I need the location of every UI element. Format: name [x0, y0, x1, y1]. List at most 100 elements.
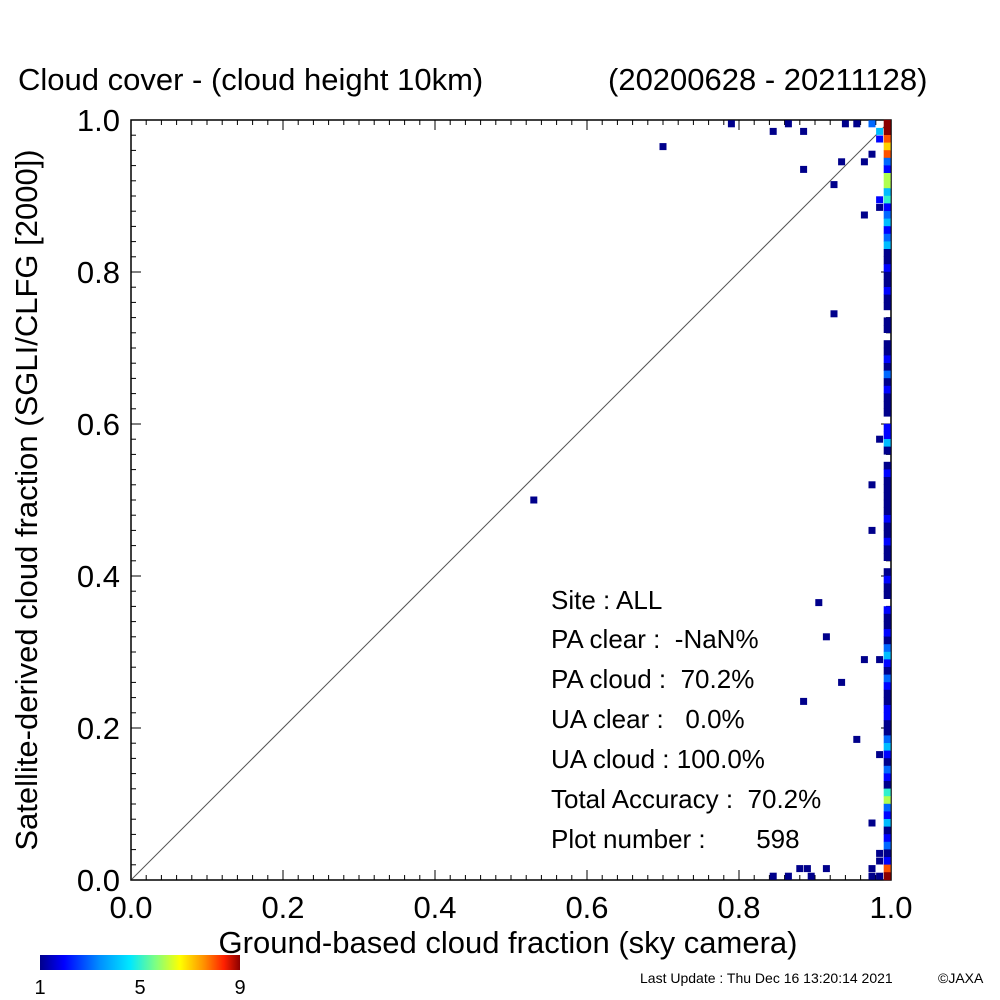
scatter-point	[830, 181, 838, 189]
scatter-point	[868, 150, 876, 158]
column-cell	[883, 667, 891, 675]
column-cell	[883, 477, 891, 485]
colorbar-tick-labels: 1 5 9	[34, 977, 245, 999]
column-cell	[883, 811, 891, 820]
x-tick-label: 1.0	[869, 890, 912, 925]
column-cell	[883, 834, 891, 843]
scatter-point	[876, 196, 884, 204]
stat-site: Site : ALL	[551, 585, 662, 615]
scatter-point	[841, 120, 849, 128]
y-axis-label: Satellite-derived cloud fraction (SGLI/C…	[9, 149, 44, 850]
scatter-point	[796, 865, 804, 873]
scatter-point	[769, 127, 777, 135]
column-cell	[883, 636, 891, 645]
stat-pa-clear: PA clear : -NaN%	[551, 624, 759, 654]
x-tick-label: 0.6	[565, 890, 608, 925]
column-cell	[883, 294, 891, 303]
column-cell	[883, 423, 891, 432]
data-marks	[530, 119, 891, 881]
column-cell	[883, 279, 891, 288]
column-cell	[883, 203, 891, 212]
scatter-point	[868, 865, 876, 873]
colorbar-tick-label: 5	[134, 977, 145, 999]
scatter-point	[822, 865, 830, 873]
colorbar	[40, 955, 240, 970]
column-cell	[883, 522, 891, 531]
scatter-point	[830, 310, 838, 318]
column-cell	[883, 119, 891, 128]
column-cell	[883, 781, 891, 789]
y-tick-label: 0.0	[77, 863, 120, 898]
plot-area	[130, 119, 892, 881]
column-cell	[883, 826, 891, 835]
stat-ua-clear: UA clear : 0.0%	[551, 704, 745, 734]
scatter-point	[727, 120, 735, 128]
column-cell	[883, 864, 891, 873]
scatter-point	[784, 872, 792, 880]
column-cell	[883, 591, 891, 599]
column-cell	[883, 340, 891, 349]
column-cell	[883, 499, 891, 508]
column-cell	[883, 271, 891, 280]
column-cell	[883, 408, 891, 417]
column-cell	[883, 659, 891, 668]
scatter-point	[860, 158, 868, 166]
scatter-point	[800, 165, 808, 173]
colorbar-tick-label: 1	[34, 977, 45, 999]
column-cell	[883, 157, 891, 166]
column-cell	[883, 484, 891, 493]
copyright: ©JAXA	[938, 970, 984, 986]
column-cell	[883, 226, 891, 235]
column-cell	[883, 697, 891, 706]
column-cell	[883, 575, 891, 584]
stat-total-accuracy: Total Accuracy : 70.2%	[551, 784, 821, 814]
column-cell	[883, 385, 891, 394]
column-cell	[883, 370, 891, 379]
scatter-point	[868, 872, 876, 880]
column-cell	[883, 537, 891, 546]
column-cell	[883, 530, 891, 539]
column-cell	[883, 720, 891, 729]
y-tick-labels: 0.0 0.2 0.4 0.6 0.8 1.0	[77, 103, 120, 898]
column-cell	[883, 621, 891, 630]
scatter-point	[815, 599, 823, 607]
y-tick-label: 0.6	[77, 407, 120, 442]
scatter-point	[868, 819, 876, 827]
scatter-point	[868, 481, 876, 489]
column-cell	[883, 849, 891, 858]
column-cell	[883, 568, 891, 577]
scatter-point	[853, 120, 861, 128]
scatter-point	[860, 211, 868, 219]
y-tick-label: 0.8	[77, 255, 120, 290]
scatter-point	[784, 120, 792, 128]
scatter-point	[868, 526, 876, 534]
column-cell	[883, 188, 891, 197]
stat-plot-number: Plot number : 598	[551, 824, 800, 854]
column-cell	[883, 249, 891, 257]
column-cell	[883, 317, 891, 326]
column-cell	[883, 347, 891, 356]
column-cell	[883, 674, 891, 683]
scatter-point	[530, 496, 538, 504]
column-cell	[883, 233, 891, 242]
column-cell	[883, 606, 891, 615]
column-cell	[883, 613, 891, 622]
scatter-point	[769, 872, 777, 880]
column-cell	[883, 302, 891, 311]
scatter-point	[800, 127, 808, 135]
scatter-point	[838, 158, 846, 166]
column-cell	[883, 256, 891, 265]
scatter-point	[807, 872, 815, 880]
stat-pa-cloud: PA cloud : 70.2%	[551, 664, 754, 694]
stats-block: Site : ALL PA clear : -NaN% PA cloud : 7…	[551, 585, 821, 854]
column-cell	[883, 545, 891, 554]
x-axis-label: Ground-based cloud fraction (sky camera)	[219, 925, 798, 960]
stat-ua-cloud: UA cloud : 100.0%	[551, 744, 765, 774]
scatter-point	[822, 633, 830, 641]
column-cell	[883, 165, 891, 174]
column-cell	[883, 689, 891, 698]
column-cell	[883, 796, 891, 805]
column-cell	[883, 712, 891, 721]
column-cell	[883, 682, 891, 691]
column-cell	[883, 819, 891, 827]
